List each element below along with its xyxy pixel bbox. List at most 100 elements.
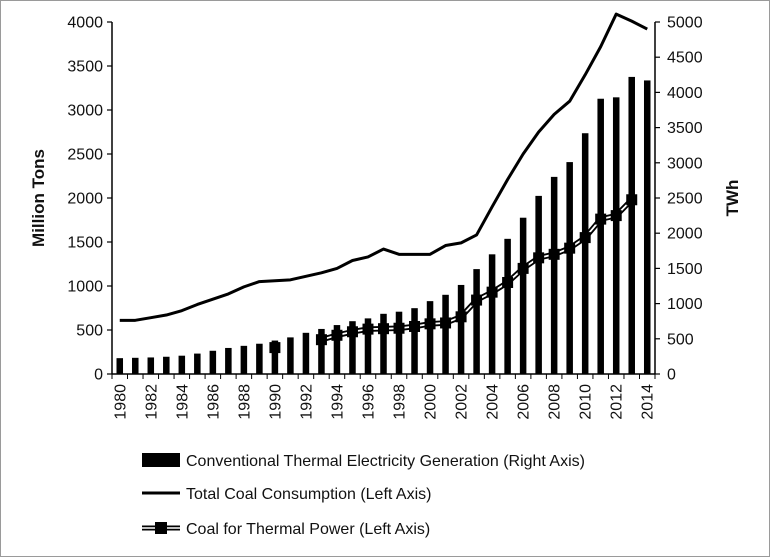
bar [132,357,139,374]
x-tick-label: 2000 [423,384,440,420]
bar [116,358,124,374]
total-coal-line [119,12,648,322]
thermal-coal-marker [486,286,498,298]
thermal-coal-marker [595,213,607,225]
bar [302,332,310,374]
legend-swatch-bars [142,453,180,467]
legend-label-thermal-coal: Coal for Thermal Power (Left Axis) [186,521,430,538]
thermal-coal-marker [533,252,545,264]
bar [612,97,620,374]
thermal-coal-marker [471,294,483,306]
right-tick-label: 4000 [667,85,703,102]
right-tick-label: 2000 [667,226,703,243]
bar [349,321,356,374]
thermal-coal-marker [424,318,436,330]
bar [581,133,589,374]
thermal-coal-marker [346,326,358,338]
thermal-coal-marker [610,210,622,222]
thermal-coal-marker [331,329,343,341]
bar [411,308,418,374]
x-tick-label: 1992 [298,384,315,420]
x-tick-label: 1982 [143,384,160,420]
thermal-coal-marker [362,323,374,335]
left-axis-title: Million Tons [29,149,48,247]
right-tick-label: 500 [667,331,694,348]
bar [287,337,294,374]
bar [194,353,201,374]
thermal-coal-marker [440,317,452,329]
left-tick-label: 2000 [67,191,103,208]
x-tick-label: 2010 [578,384,595,420]
legend-label-bars: Conventional Thermal Electricity Generat… [186,453,585,470]
right-tick-label: 5000 [667,15,703,32]
bar [209,350,217,374]
legend: Conventional Thermal Electricity Generat… [142,453,585,538]
x-tick-label: 2008 [547,384,564,420]
right-tick-label: 3000 [667,155,703,172]
bar [535,195,542,374]
thermal-coal-marker [517,262,529,274]
x-tick-label: 1980 [112,384,129,420]
left-tick-label: 2500 [67,147,103,164]
bar [364,318,372,374]
x-tick-label: 2002 [454,384,471,420]
bar [426,301,434,374]
left-tick-label: 3500 [67,59,103,76]
x-tick-label: 1988 [236,384,253,420]
bar [519,217,527,374]
bar [473,269,480,374]
legend-label-total-coal: Total Coal Consumption (Left Axis) [186,486,431,503]
thermal-coal-marker [315,334,327,346]
left-tick-label: 4000 [67,15,103,32]
bar [147,357,155,374]
bar [225,347,232,374]
right-tick-label: 0 [667,367,676,384]
bar [333,325,341,374]
bar [550,176,558,374]
right-tick-label: 3500 [667,120,703,137]
left-tick-label: 0 [94,367,103,384]
bar [271,340,279,374]
x-tick-label: 1984 [174,384,191,420]
bar [240,345,248,374]
bar [178,355,186,374]
bar [488,254,496,374]
x-tick-label: 1996 [360,384,377,420]
right-tick-label: 1500 [667,261,703,278]
right-tick-label: 1000 [667,296,703,313]
x-tick-label: 2004 [485,384,502,420]
x-tick-label: 2012 [609,384,626,420]
x-tick-label: 2014 [640,384,657,420]
thermal-coal-marker [269,342,281,354]
bar [256,343,263,374]
bar [643,80,651,374]
right-axis-title: TWh [723,180,742,217]
bar [442,294,449,374]
bar [504,238,511,374]
left-tick-label: 1500 [67,235,103,252]
bar [380,313,387,374]
thermal-coal-marker [626,194,638,206]
thermal-coal-marker [579,232,591,244]
left-tick-label: 3000 [67,103,103,120]
thermal-coal-marker [393,322,405,334]
bar [628,76,635,375]
x-tick-label: 1998 [392,384,409,420]
x-tick-label: 2006 [516,384,533,420]
bar [566,162,573,374]
x-tick-label: 1986 [205,384,222,420]
left-tick-label: 1000 [67,279,103,296]
left-tick-label: 500 [76,323,103,340]
bar [163,356,170,374]
right-tick-label: 2500 [667,191,703,208]
thermal-coal-marker [548,248,560,260]
bar [457,284,465,374]
plot-area: 0 500 1000 1500 2000 2500 3000 3500 4000 0 500 1000… [67,12,703,420]
thermal-coal-marker [455,311,467,323]
x-tick-label: 1994 [329,384,346,420]
bar [318,328,325,374]
thermal-coal-marker [378,323,389,335]
thermal-coal-marker [564,242,576,254]
